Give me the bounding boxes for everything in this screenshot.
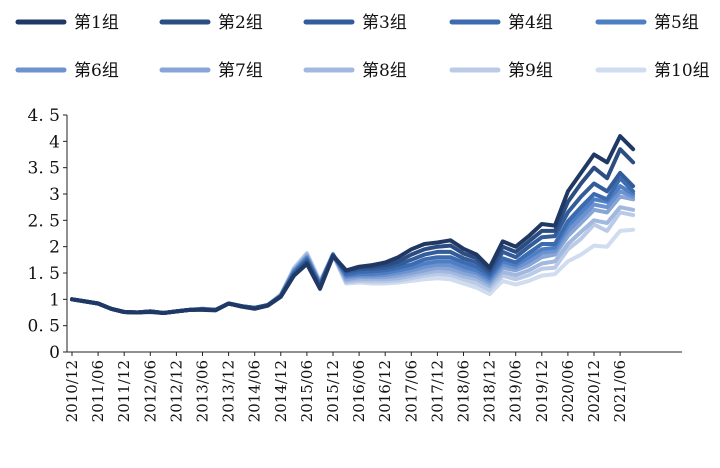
x-tick-label: 2018/06	[455, 360, 473, 422]
y-tick-label: 4	[49, 132, 60, 152]
x-tick-label: 2019/06	[507, 360, 525, 422]
legend-label: 第10组	[654, 61, 710, 81]
series-line	[70, 184, 636, 315]
y-tick-label: 0	[49, 343, 60, 363]
legend-label: 第8组	[362, 61, 407, 81]
x-tick-label: 2018/12	[481, 360, 499, 422]
x-tick-label: 2012/06	[141, 360, 159, 422]
x-tick-label: 2010/12	[63, 360, 81, 422]
series-line	[70, 147, 636, 315]
x-tick-label: 2019/12	[533, 360, 551, 422]
x-tick-label: 2016/12	[376, 360, 394, 422]
y-tick-label: 1. 5	[28, 264, 60, 284]
legend-item: 第5组	[595, 13, 699, 33]
x-tick-label: 2017/12	[428, 360, 446, 422]
y-tick-label: 4. 5	[28, 106, 60, 126]
x-tick-label: 2012/12	[167, 360, 185, 422]
x-tick-label: 2015/12	[324, 360, 342, 422]
x-tick-label: 2016/06	[350, 360, 368, 422]
legend-item: 第1组	[15, 13, 119, 33]
legend-item: 第4组	[449, 13, 553, 33]
legend-item: 第3组	[303, 13, 407, 33]
x-tick-label: 2020/06	[559, 360, 577, 422]
y-tick-label: 2. 5	[28, 211, 60, 231]
y-tick-label: 1	[49, 290, 60, 310]
x-tick-label: 2013/06	[194, 360, 212, 422]
y-tick-label: 2	[49, 238, 60, 258]
series-line	[70, 189, 636, 315]
series-line	[70, 134, 636, 315]
legend-item: 第2组	[159, 13, 263, 33]
y-axis: 0 0. 5 1 1. 5 2 2. 5 3 3. 5 4 4. 5	[28, 106, 68, 363]
legend-label: 第4组	[508, 13, 553, 33]
legend-item: 第6组	[15, 61, 119, 81]
series-line	[70, 176, 636, 315]
x-tick-label: 2021/06	[611, 360, 629, 422]
series-lines	[70, 134, 636, 315]
x-tick-label: 2014/06	[246, 360, 264, 422]
series-line	[70, 194, 636, 315]
x-tick-label: 2017/06	[402, 360, 420, 422]
x-tick-label: 2015/06	[298, 360, 316, 422]
x-axis: 2010/12 2011/06 2011/12 2012/06 2012/12 2013/…	[63, 351, 682, 422]
x-tick-label: 2013/12	[220, 360, 238, 422]
legend-item: 第8组	[303, 61, 407, 81]
y-tick-label: 3	[49, 185, 60, 205]
y-tick-label: 0. 5	[28, 317, 60, 337]
x-tick-label: 2014/12	[272, 360, 290, 422]
legend-label: 第7组	[218, 61, 263, 81]
x-tick-label: 2011/06	[89, 360, 107, 422]
legend-label: 第3组	[362, 13, 407, 33]
legend-item: 第10组	[595, 61, 710, 81]
legend-item: 第9组	[449, 61, 553, 81]
x-tick-label: 2020/12	[585, 360, 603, 422]
legend-label: 第2组	[218, 13, 263, 33]
legend-label: 第6组	[74, 61, 119, 81]
legend-label: 第5组	[654, 13, 699, 33]
legend-item: 第7组	[159, 61, 263, 81]
y-tick-label: 3. 5	[28, 159, 60, 179]
legend-label: 第9组	[508, 61, 553, 81]
legend-label: 第1组	[74, 13, 119, 33]
x-tick-label: 2011/12	[115, 360, 133, 422]
